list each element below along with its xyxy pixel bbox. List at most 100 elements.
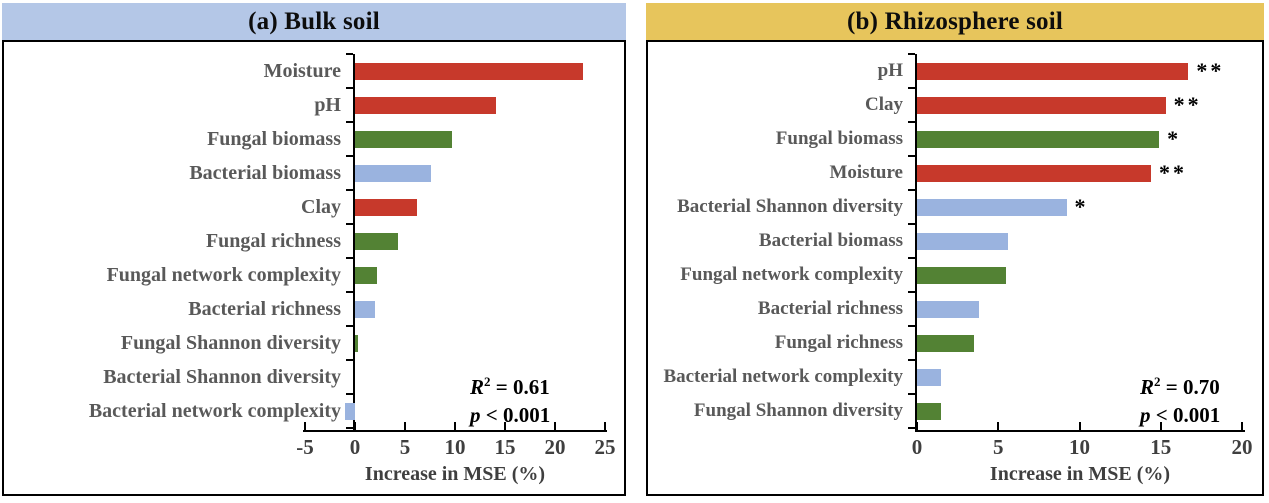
x-axis-tick bbox=[1078, 422, 1081, 430]
category-label: pH bbox=[314, 94, 341, 116]
x-axis-tick bbox=[997, 422, 1000, 430]
rhizosphere-soil-panel: (b) Rhizosphere soil 0 5 10 15 20 pH ** Clay ** F… bbox=[646, 3, 1264, 496]
y-axis-tick bbox=[908, 121, 915, 123]
y-axis-line bbox=[353, 54, 355, 432]
r-squared-number: = 0.70 bbox=[1160, 375, 1220, 399]
x-axis-tick-label: 0 bbox=[349, 435, 361, 459]
bar bbox=[917, 198, 1067, 216]
category-label: Bacterial biomass bbox=[758, 230, 903, 251]
p-value: p < 0.001 bbox=[470, 401, 550, 429]
rhizosphere-soil-title: (b) Rhizosphere soil bbox=[846, 7, 1064, 35]
y-axis-tick bbox=[908, 427, 915, 429]
x-axis-tick bbox=[554, 422, 556, 430]
y-axis-tick bbox=[908, 325, 915, 327]
y-axis-tick bbox=[346, 325, 353, 327]
category-label: Fungal richness bbox=[205, 230, 341, 252]
bulk-soil-title: (a) Bulk soil bbox=[248, 7, 380, 35]
x-axis-line bbox=[915, 430, 1245, 432]
category-label: Fungal Shannon diversity bbox=[120, 332, 341, 354]
category-label: Fungal biomass bbox=[775, 128, 903, 149]
rhizosphere-soil-x-axis-title: Increase in MSE (%) bbox=[989, 463, 1171, 485]
x-axis-tick-label: 10 bbox=[444, 435, 466, 459]
r-exponent: 2 bbox=[484, 374, 491, 389]
x-axis-tick-label: 5 bbox=[399, 435, 411, 459]
bar bbox=[355, 96, 496, 114]
bulk-soil-model-stats: R2 = 0.61 p < 0.001 bbox=[470, 368, 550, 429]
y-axis-tick bbox=[908, 189, 915, 191]
bar bbox=[917, 232, 1008, 250]
x-axis-tick-label: -5 bbox=[296, 435, 314, 459]
x-axis-tick-label: 15 bbox=[1150, 435, 1172, 459]
bar bbox=[917, 368, 942, 386]
r-squared-value: R2 = 0.61 bbox=[470, 368, 550, 401]
r-squared-number: = 0.61 bbox=[490, 375, 550, 399]
y-axis-tick bbox=[908, 223, 915, 225]
y-axis-tick bbox=[908, 53, 915, 55]
y-axis-tick bbox=[346, 155, 353, 157]
category-label: Bacterial richness bbox=[757, 298, 903, 319]
x-axis-tick bbox=[1241, 422, 1243, 430]
p-value: p < 0.001 bbox=[1140, 401, 1220, 429]
x-axis-tick-label: 5 bbox=[993, 435, 1004, 459]
r-symbol: R bbox=[470, 375, 485, 399]
bulk-soil-header-band: (a) Bulk soil bbox=[2, 3, 626, 40]
x-axis-tick bbox=[404, 422, 406, 430]
bar bbox=[355, 164, 431, 182]
p-symbol: p bbox=[470, 403, 481, 427]
y-axis-tick bbox=[346, 257, 353, 259]
p-number: < 0.001 bbox=[480, 403, 551, 427]
bar bbox=[355, 130, 452, 148]
bulk-soil-x-axis-title: Increase in MSE (%) bbox=[364, 463, 546, 485]
category-label: Clay bbox=[865, 94, 903, 115]
y-axis-tick bbox=[908, 87, 915, 89]
bar bbox=[917, 96, 1166, 114]
y-axis-line bbox=[915, 54, 917, 432]
x-axis-tick-label: 0 bbox=[911, 435, 923, 459]
category-label: Bacterial richness bbox=[188, 298, 341, 320]
y-axis-tick bbox=[346, 223, 353, 225]
category-label: Bacterial biomass bbox=[189, 162, 341, 184]
y-axis-tick bbox=[908, 257, 915, 259]
y-axis-tick bbox=[908, 155, 915, 157]
category-label: Bacterial network complexity bbox=[663, 366, 903, 387]
bar bbox=[355, 62, 583, 80]
y-axis-tick bbox=[908, 291, 915, 293]
rhizosphere-soil-plot: 0 5 10 15 20 pH ** Clay ** Fungal biomass * Moistur… bbox=[648, 42, 1262, 494]
bar bbox=[917, 164, 1151, 182]
r-symbol: R bbox=[1140, 375, 1155, 399]
bar bbox=[917, 266, 1007, 284]
r-squared-value: R2 = 0.70 bbox=[1140, 368, 1220, 401]
x-axis-tick-label: 20 bbox=[544, 435, 566, 459]
category-label: Moisture bbox=[829, 162, 903, 183]
bulk-soil-panel: (a) Bulk soil -5 0 5 10 15 20 25 Moisture pH Fung… bbox=[2, 3, 626, 496]
rhizosphere-soil-header-band: (b) Rhizosphere soil bbox=[646, 3, 1264, 40]
significance-asterisks: ** bbox=[1173, 92, 1202, 117]
rhizosphere-soil-chart-area: 0 5 10 15 20 pH ** Clay ** Fungal biomass * Moistur… bbox=[646, 40, 1264, 496]
bulk-soil-chart-area: -5 0 5 10 15 20 25 Moisture pH Fungal biomass Bact… bbox=[2, 40, 626, 496]
p-number: < 0.001 bbox=[1150, 403, 1221, 427]
category-label: Fungal network complexity bbox=[106, 264, 341, 286]
bar bbox=[355, 232, 398, 250]
y-axis-tick bbox=[346, 87, 353, 89]
x-axis-line bbox=[303, 430, 607, 432]
bar bbox=[917, 130, 1160, 148]
bar bbox=[345, 402, 355, 420]
category-label: Bacterial Shannon diversity bbox=[103, 366, 341, 388]
category-label: Fungal Shannon diversity bbox=[693, 400, 903, 421]
category-label: Fungal richness bbox=[774, 332, 903, 353]
category-label: pH bbox=[877, 60, 903, 81]
x-axis-tick-label: 25 bbox=[594, 435, 616, 459]
y-axis-tick bbox=[346, 393, 353, 395]
bar bbox=[355, 266, 377, 284]
y-axis-tick bbox=[346, 359, 353, 361]
x-axis-tick bbox=[504, 422, 506, 430]
bar bbox=[917, 62, 1189, 80]
y-axis-tick bbox=[908, 393, 915, 395]
bulk-soil-plot: -5 0 5 10 15 20 25 Moisture pH Fungal biomass Bact… bbox=[4, 42, 624, 494]
x-axis-tick bbox=[1159, 422, 1162, 430]
x-axis-tick-label: 20 bbox=[1231, 435, 1253, 459]
bar bbox=[917, 300, 979, 318]
y-axis-tick bbox=[908, 359, 915, 361]
bar bbox=[355, 300, 375, 318]
